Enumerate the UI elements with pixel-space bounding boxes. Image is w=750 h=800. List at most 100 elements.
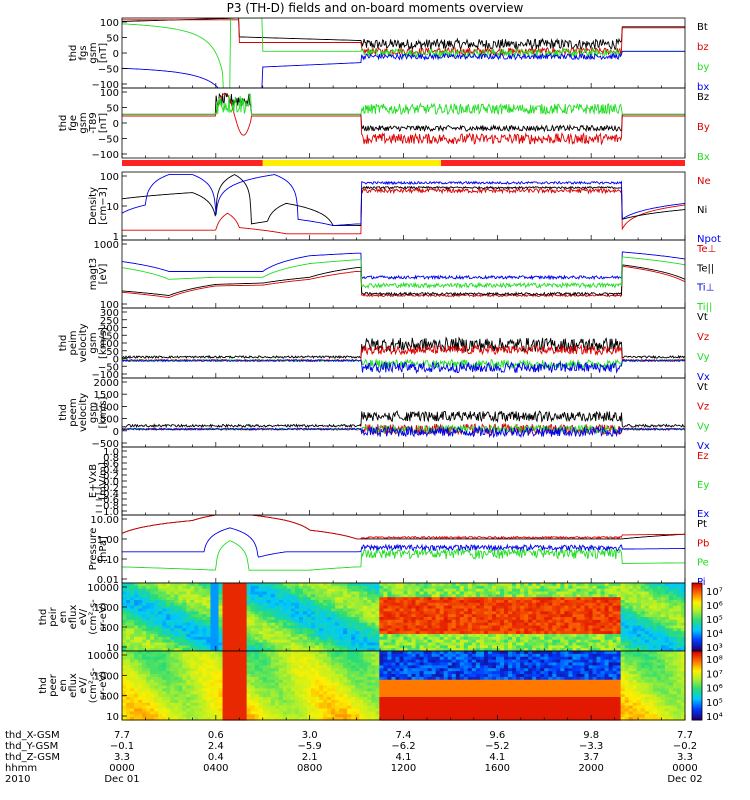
spectrogram-cell (166, 628, 171, 632)
spectrogram-cell (246, 659, 252, 664)
spectrogram-cell (246, 645, 252, 649)
legend-entry: Ti|| (696, 302, 712, 313)
spectrogram-cell (311, 653, 316, 658)
spectrogram-cell (556, 583, 561, 587)
spectrogram-cell (536, 591, 541, 595)
spectrogram-cell (447, 634, 453, 638)
spectrogram-cell (403, 602, 409, 607)
spectrogram-cell (463, 605, 469, 610)
panel-5: thd peim velocity gsm [km/s]VtVzVyVx30025020… (58, 307, 710, 383)
spectrogram-cell (652, 588, 658, 593)
spectrogram-cell (190, 594, 195, 598)
spectrogram-cell (359, 594, 364, 598)
spectrogram-cell (508, 602, 513, 607)
spectrogram-cell (186, 625, 191, 629)
spectrogram-cell (648, 597, 654, 601)
spectrogram-cell (648, 608, 654, 612)
spectrogram-cell (467, 631, 473, 635)
spectrogram-cell (351, 614, 356, 618)
spectrogram-cell (628, 625, 634, 629)
spectrogram-cell (222, 631, 228, 635)
spectrogram-cell (246, 594, 252, 598)
spectrogram-cell (130, 634, 135, 638)
spectrogram-cell (439, 597, 445, 601)
spectrogram-cell (588, 588, 594, 593)
spectrogram-cell (475, 591, 481, 595)
spectrogram-cell (508, 631, 513, 635)
spectrogram-cell (544, 631, 549, 635)
spectrogram-cell (475, 611, 481, 615)
spectrogram-cell (198, 591, 204, 595)
spectrogram-cell (451, 642, 457, 646)
spectrogram-cell (254, 674, 260, 678)
spectrogram-cell (194, 702, 200, 707)
spectrogram-cell (504, 611, 509, 615)
spectrogram-cell (242, 651, 248, 655)
spectrogram-cell (298, 711, 304, 715)
spectrogram-cell (150, 662, 155, 666)
spectrogram-cell (491, 648, 497, 652)
spectrogram-cell (142, 611, 147, 615)
spectrogram-cell (154, 688, 159, 692)
spectrogram-cell (278, 600, 284, 604)
spectrogram-cell (210, 705, 216, 710)
spectrogram-cell (451, 631, 457, 635)
spectrogram-cell (126, 679, 131, 684)
spectrogram-cell (146, 588, 151, 593)
spectrogram-cell (540, 648, 545, 652)
spectrogram-cell (174, 608, 179, 612)
spectrogram-cell (644, 628, 650, 632)
spectrogram-cell (274, 600, 280, 604)
spectrogram-cell (363, 625, 368, 629)
spectrogram-cell (226, 682, 232, 687)
spectrogram-cell (178, 668, 183, 672)
spectrogram-cell (198, 605, 204, 610)
spectrogram-cell (680, 611, 686, 615)
spectrogram-cell (210, 583, 216, 587)
spectrogram-cell (186, 682, 191, 687)
spectrogram-cell (528, 631, 533, 635)
spectrogram-cell (528, 583, 533, 587)
spectrogram-cell (532, 622, 537, 627)
spectrogram-cell (222, 605, 228, 610)
spectrogram-cell (419, 602, 425, 607)
spectrogram-cell (548, 628, 553, 632)
spectrogram-cell (194, 659, 200, 664)
spectrogram-cell (315, 634, 320, 638)
spectrogram-cell (274, 699, 280, 704)
spectrogram-cell (395, 619, 401, 624)
spectrogram-cell (186, 622, 191, 627)
spectrogram-cell (282, 645, 288, 649)
spectrogram-cell (242, 617, 248, 621)
spectrogram-cell (150, 631, 155, 635)
spectrogram-cell (130, 591, 135, 595)
spectrogram-cell (186, 714, 191, 718)
spectrogram-cell (294, 676, 300, 681)
spectrogram-cell (226, 619, 232, 624)
spectrogram-cell (286, 602, 292, 607)
spectrogram-cell (242, 583, 248, 587)
spectrogram-cell (403, 600, 409, 604)
spectrogram-cell (355, 594, 360, 598)
spectrogram-cell (628, 631, 634, 635)
spectrogram-cell (146, 594, 151, 598)
spectrogram-cell (423, 636, 429, 641)
spectrogram-cell (552, 605, 557, 610)
spectrogram-cell (604, 585, 610, 590)
spectrogram-cell (226, 639, 232, 644)
spectrogram-cell (226, 611, 232, 615)
spectrogram-cell (624, 628, 630, 632)
spectrogram-cell (202, 656, 208, 661)
spectrogram-cell (524, 600, 529, 604)
spectrogram-cell (142, 656, 147, 661)
spectrogram-cell (572, 614, 578, 618)
spectrogram-cell (636, 619, 642, 624)
spectrogram-cell (656, 619, 662, 624)
spectrogram-cell (536, 631, 541, 635)
spectrogram-cell (379, 597, 384, 601)
spectrogram-cell (282, 622, 288, 627)
spectrogram-cell (487, 631, 493, 635)
spectrogram-cell (202, 614, 208, 618)
spectrogram-cell (190, 639, 195, 644)
spectrogram-cell (636, 611, 642, 615)
